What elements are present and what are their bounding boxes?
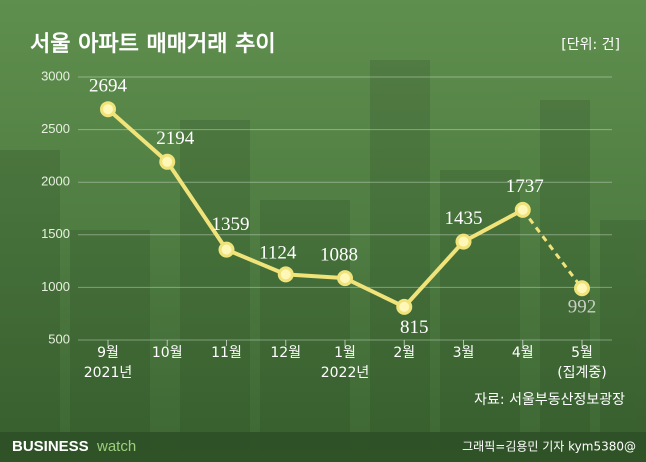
data-label: 1737 bbox=[506, 176, 544, 197]
point bbox=[218, 241, 235, 258]
x-tick-sublabel: 2022년 bbox=[321, 365, 370, 381]
point bbox=[396, 298, 413, 315]
building-silhouettes bbox=[0, 60, 646, 450]
y-tick-label: 500 bbox=[48, 331, 70, 346]
x-tick-label: 11월 bbox=[211, 345, 242, 361]
point bbox=[574, 280, 590, 297]
x-tick-label: 1월 bbox=[334, 345, 356, 361]
point bbox=[100, 101, 116, 118]
point bbox=[455, 233, 472, 250]
data-label: 992 bbox=[568, 297, 597, 318]
brand-watch: watch bbox=[96, 438, 136, 455]
data-label: 1435 bbox=[445, 208, 483, 229]
x-tick-sublabel: 2021년 bbox=[84, 365, 133, 381]
x-tick-sublabel: (집계중) bbox=[557, 365, 607, 381]
point bbox=[159, 153, 176, 170]
brand-business: BUSINESS bbox=[12, 438, 89, 455]
source: 자료: 서울부동산정보광장 bbox=[474, 392, 625, 408]
data-label: 815 bbox=[400, 317, 429, 338]
y-tick-label: 2500 bbox=[41, 121, 70, 136]
x-tick-label: 12월 bbox=[270, 345, 301, 361]
footer-bar bbox=[0, 432, 646, 462]
data-label: 2194 bbox=[156, 128, 195, 149]
x-tick-label: 9월 bbox=[97, 345, 119, 361]
point bbox=[337, 270, 353, 287]
point bbox=[514, 201, 531, 218]
point bbox=[277, 266, 294, 283]
y-tick-label: 3000 bbox=[41, 68, 70, 83]
data-label: 1088 bbox=[320, 245, 358, 266]
unit-label: [단위: 건] bbox=[561, 37, 620, 53]
data-label: 2694 bbox=[89, 76, 128, 97]
x-tick-label: 5월 bbox=[571, 345, 593, 361]
x-tick-label: 3월 bbox=[453, 345, 475, 361]
x-tick-label: 2월 bbox=[393, 345, 415, 361]
x-tick-label: 4월 bbox=[512, 345, 534, 361]
y-tick-label: 1500 bbox=[41, 226, 70, 241]
dashed-segment bbox=[521, 208, 584, 290]
chart-title: 서울 아파트 매매거래 추이 bbox=[30, 32, 276, 57]
data-label: 1124 bbox=[259, 243, 297, 264]
y-tick-label: 2000 bbox=[41, 174, 70, 189]
x-tick-label: 10월 bbox=[152, 345, 183, 361]
data-label: 1359 bbox=[212, 214, 250, 235]
y-tick-label: 1000 bbox=[41, 279, 70, 294]
line bbox=[106, 107, 524, 309]
credit: 그래픽=김용민 기자 kym5380@ bbox=[462, 440, 636, 454]
